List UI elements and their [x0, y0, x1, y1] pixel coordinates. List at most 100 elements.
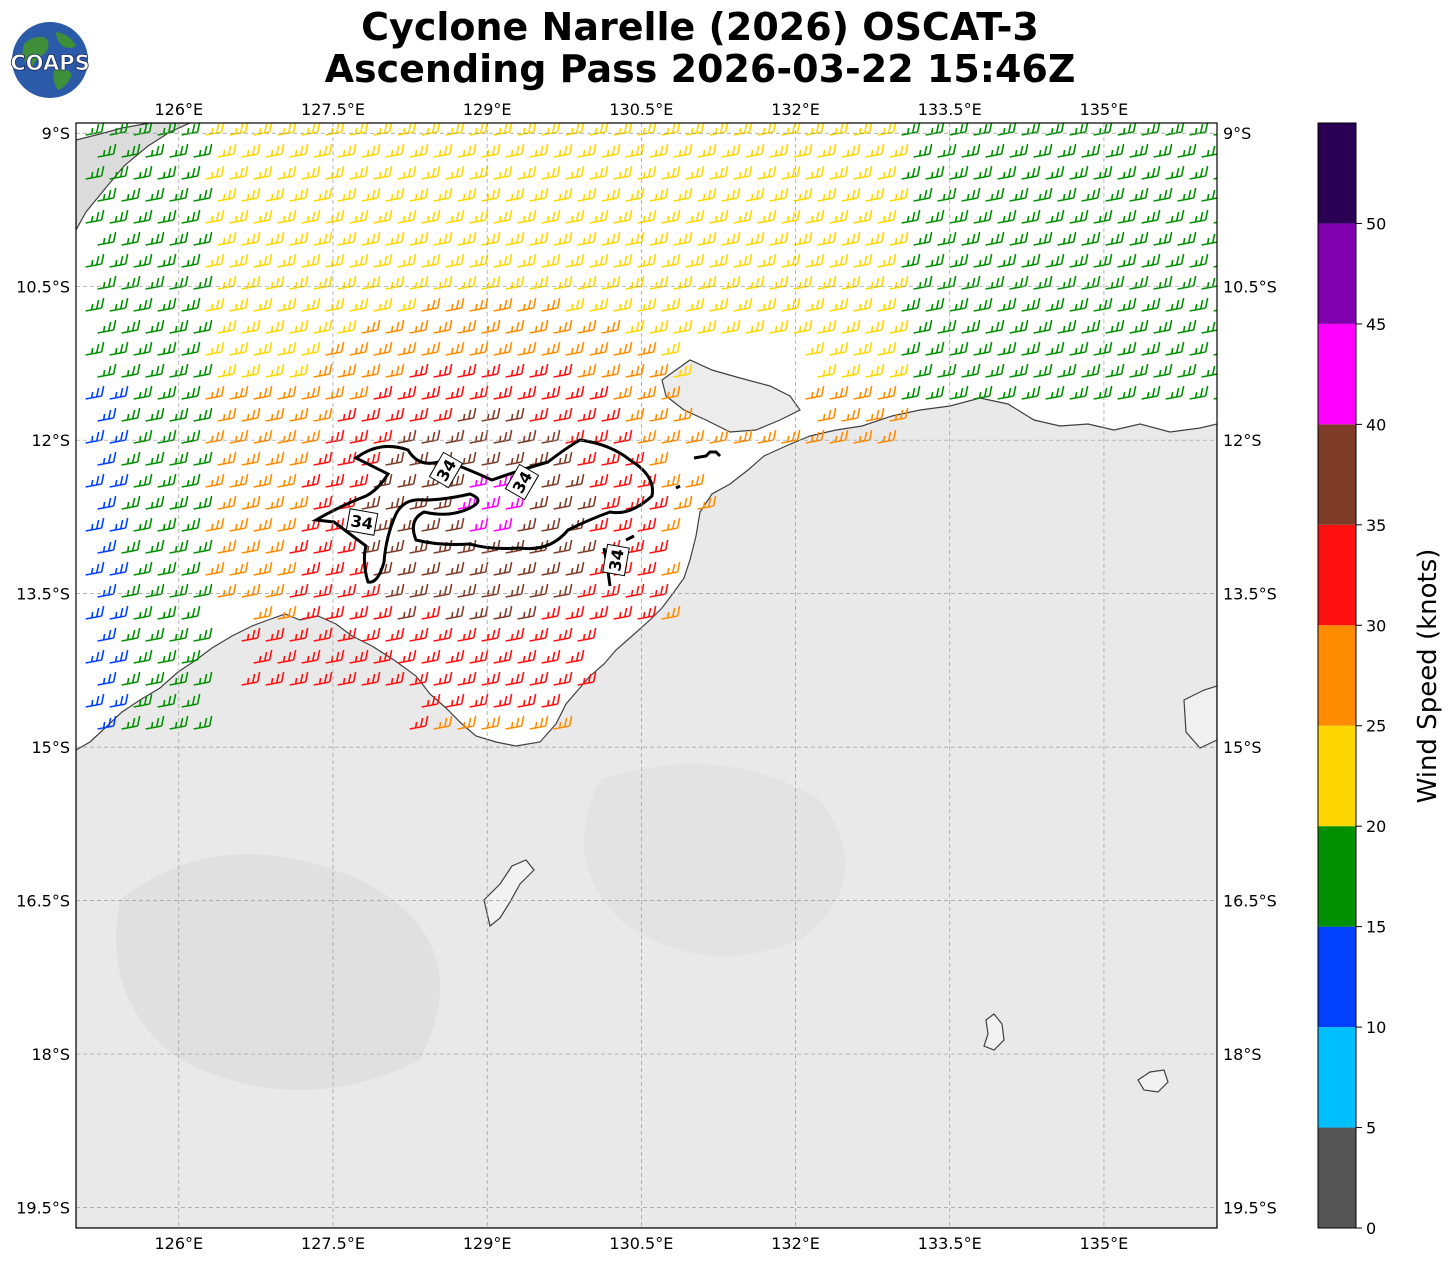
wind-barb [1057, 319, 1077, 334]
wind-barb [145, 407, 165, 422]
wind-barb [637, 473, 657, 488]
wind-barb [769, 143, 789, 158]
wind-barb [553, 143, 573, 158]
wind-barb [109, 517, 129, 532]
wind-barb [757, 429, 777, 444]
wind-barb [853, 297, 873, 312]
wind-barb [253, 385, 273, 400]
wind-barb [565, 561, 585, 576]
wind-barb [169, 627, 189, 642]
wind-barb [313, 319, 333, 334]
wind-barb [553, 539, 573, 554]
wind-barb [373, 341, 393, 356]
wind-barb [1165, 165, 1185, 180]
wind-barb [913, 275, 933, 290]
wind-barb [241, 495, 261, 510]
wind-barb [433, 407, 453, 422]
wind-barb [697, 275, 717, 290]
wind-barb [601, 231, 621, 246]
wind-barb [385, 495, 405, 510]
wind-barb [109, 253, 129, 268]
wind-barb [541, 561, 561, 576]
wind-barb [589, 385, 609, 400]
lat-tick-label-left: 15°S [31, 738, 70, 757]
wind-barb [673, 495, 693, 510]
wind-barb [997, 123, 1017, 136]
wind-barb [937, 143, 957, 158]
wind-barb [301, 253, 321, 268]
wind-barb [517, 693, 537, 708]
wind-barb [661, 209, 681, 224]
wind-barb [661, 253, 681, 268]
wind-barb [157, 209, 177, 224]
colorbar-ticks: 0 5 10 15 20 25 30 35 40 45 50 [1356, 214, 1386, 1238]
wind-barb [589, 605, 609, 620]
wind-barb [661, 605, 681, 620]
wind-barb [517, 165, 537, 180]
lat-tick-label-left: 10.5°S [16, 278, 70, 297]
wind-barb [685, 429, 705, 444]
wind-barb [265, 187, 285, 202]
wind-barb [937, 363, 957, 378]
wind-barb [169, 363, 189, 378]
wind-barb [601, 143, 621, 158]
wind-barb [481, 539, 501, 554]
wind-barb [529, 627, 549, 642]
wind-barb [625, 143, 645, 158]
wind-barb [745, 275, 765, 290]
wind-barb [349, 209, 369, 224]
wind-barb [577, 671, 597, 686]
island-1 [983, 1013, 1005, 1051]
wind-barb [1201, 233, 1217, 246]
wind-barb [505, 407, 525, 422]
wind-barb [325, 649, 345, 664]
wind-barb [1009, 275, 1029, 290]
wind-barb [865, 319, 885, 334]
wind-barb [805, 209, 825, 224]
wind-barb [817, 319, 837, 334]
wind-barb [241, 451, 261, 466]
lat-tick-label-right: 9°S [1223, 124, 1251, 143]
wind-barb [361, 407, 381, 422]
wind-barb [205, 253, 225, 268]
wind-barb [409, 363, 429, 378]
wind-barb [649, 583, 669, 598]
wind-barb [349, 341, 369, 356]
wind-barb [457, 495, 477, 510]
wind-barb [97, 407, 117, 422]
wind-barb [421, 561, 441, 576]
wind-barb [949, 297, 969, 312]
wind-barb [1153, 187, 1173, 202]
wind-barb [865, 187, 885, 202]
wind-barb [313, 407, 333, 422]
wind-barb [541, 693, 561, 708]
wind-barb [589, 517, 609, 532]
wind-barb [277, 341, 297, 356]
wind-barb [973, 253, 993, 268]
wind-barb [133, 605, 153, 620]
wind-barb [133, 385, 153, 400]
wind-barb [625, 363, 645, 378]
colorbar-tick-label: 40 [1366, 415, 1386, 434]
wind-barb [865, 143, 885, 158]
wind-barb [121, 671, 141, 686]
wind-barb [121, 495, 141, 510]
wind-barb [313, 143, 333, 158]
wind-barb [757, 297, 777, 312]
wind-barb [649, 231, 669, 246]
wind-barb [493, 561, 513, 576]
wind-barb [433, 187, 453, 202]
wind-barb [601, 407, 621, 422]
wind-barb [397, 341, 417, 356]
wind-barb [745, 231, 765, 246]
wind-barb [181, 385, 201, 400]
wind-barb [229, 253, 249, 268]
wind-barb [877, 385, 897, 400]
wind-barb [793, 143, 813, 158]
wind-barb [1105, 363, 1125, 378]
wind-barb [949, 209, 969, 224]
island-melville [661, 359, 801, 433]
lon-tick-label-top: 129°E [463, 100, 512, 119]
wind-barb [361, 539, 381, 554]
wind-barb [769, 275, 789, 290]
